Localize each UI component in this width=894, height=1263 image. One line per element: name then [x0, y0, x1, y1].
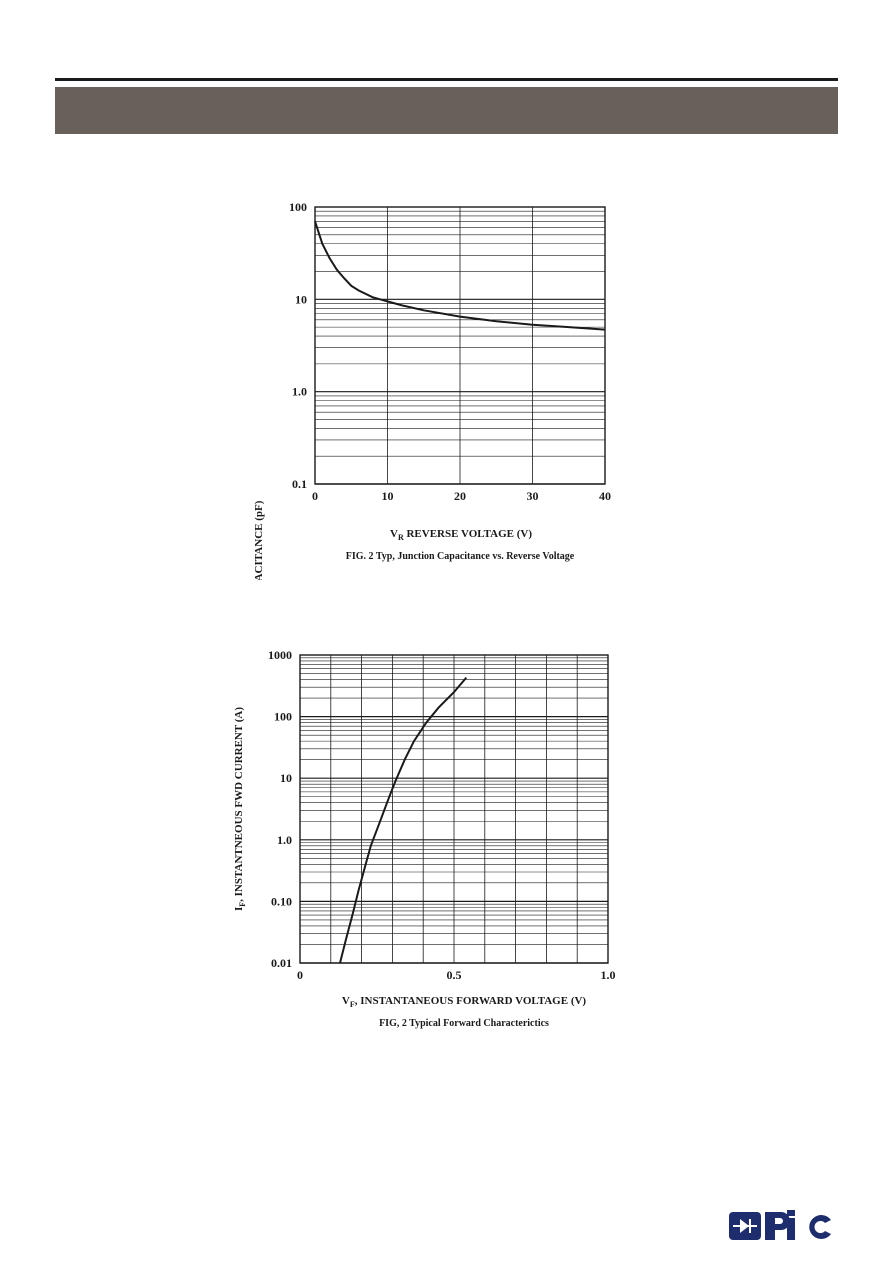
chart1-y-axis-title: CJ , CAPACITANCE (pF)	[253, 500, 267, 580]
top-rule	[55, 78, 838, 81]
chart2-xlabel-main: V	[342, 995, 350, 1007]
chart1-x-tick-label: 30	[527, 489, 539, 503]
chart1-ylabel-rest: , CAPACITANCE (pF)	[253, 500, 265, 580]
chart2-y-tick-label: 100	[274, 710, 292, 724]
chart1-x-axis-title: VR REVERSE VOLTAGE (V)	[390, 528, 532, 542]
chart2-caption: FIG, 2 Typical Forward Characterictics	[379, 1018, 549, 1029]
pic-logo	[729, 1210, 831, 1240]
chart1-y-tick-label: 100	[289, 200, 307, 214]
chart1-y-tick-label: 1.0	[292, 385, 307, 399]
chart2-ylabel-main: I	[233, 907, 245, 911]
chart2-y-tick-label: 0.01	[271, 956, 292, 970]
header-bar	[55, 87, 838, 134]
chart1-xlabel-sub: R	[398, 533, 404, 542]
chart2-y-ticks: 1000 100 10 1.0 0.10 0.01	[268, 648, 292, 970]
chart1-y-tick-label: 10	[295, 292, 307, 306]
chart2-xlabel-sub: F	[350, 1000, 355, 1009]
chart2-grid	[299, 654, 609, 964]
chart2-xlabel-rest: , INSTANTANEOUS FORWARD VOLTAGE (V)	[355, 995, 587, 1007]
pic-logo-lettering	[765, 1210, 831, 1240]
chart1-grid	[314, 206, 606, 485]
chart1-x-tick-label: 10	[382, 489, 394, 503]
chart1-x-ticks: 0 10 20 30 40	[312, 489, 611, 503]
forward-current-curve	[339, 676, 468, 964]
chart1-x-tick-label: 20	[454, 489, 466, 503]
chart2-x-tick-label: 0	[297, 968, 303, 982]
chart1-xlabel-main: V	[390, 528, 398, 540]
chart2-y-tick-label: 1.0	[277, 833, 292, 847]
chart1-x-tick-label: 40	[599, 489, 611, 503]
chart1-y-tick-label: 0.1	[292, 477, 307, 491]
chart2-x-tick-label: 1.0	[601, 968, 616, 982]
chart2-x-ticks: 0 0.5 1.0	[297, 968, 616, 982]
chart2-y-axis-title: IF, INSTANTNEOUS FWD CURRENT (A)	[233, 707, 247, 911]
chart1-caption: FIG. 2 Typ, Junction Capacitance vs. Rev…	[346, 551, 575, 562]
chart2-ylabel-sub: F	[238, 902, 247, 907]
chart2-y-tick-label: 1000	[268, 648, 292, 662]
chart2-y-tick-label: 10	[280, 771, 292, 785]
chart1-y-ticks: 100 10 1.0 0.1	[289, 200, 307, 491]
chart2-ylabel-rest: , INSTANTNEOUS FWD CURRENT (A)	[233, 707, 245, 902]
chart2-frame	[299, 654, 609, 964]
chart2-y-tick-label: 0.10	[271, 894, 292, 908]
chart2-x-axis-title: VF, INSTANTANEOUS FORWARD VOLTAGE (V)	[342, 995, 587, 1009]
chart1-x-tick-label: 0	[312, 489, 318, 503]
chart1-frame	[314, 206, 606, 485]
chart1-xlabel-rest: REVERSE VOLTAGE (V)	[404, 528, 533, 540]
chart2-x-tick-label: 0.5	[447, 968, 462, 982]
capacitance-curve	[314, 220, 606, 331]
diode-icon	[729, 1212, 761, 1240]
capacitance-chart: 100 10 1.0 0.1 0 10 20 30 40 CJ , CAPACITANCE (…	[253, 200, 611, 580]
